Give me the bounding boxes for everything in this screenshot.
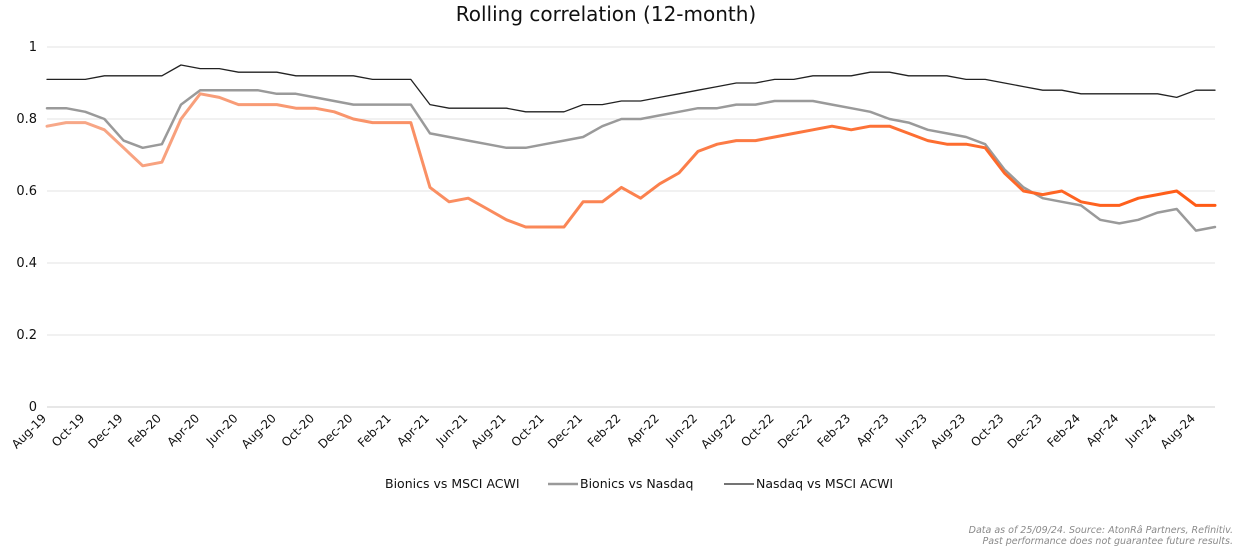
x-tick-label: Feb-23 (815, 411, 854, 450)
y-tick-label: 1 (29, 40, 37, 55)
x-tick-label: Apr-23 (854, 411, 892, 449)
source-line: Data as of 25/09/24. Source: AtonRâ Part… (968, 525, 1233, 536)
disclaimer-line: Past performance does not guarantee futu… (982, 536, 1234, 547)
x-tick-label: Jun-21 (433, 411, 471, 449)
x-tick-label: Dec-23 (1005, 411, 1045, 451)
y-tick-label: 0.4 (16, 256, 37, 271)
x-tick-label: Apr-20 (164, 411, 202, 449)
x-tick-label: Feb-22 (585, 411, 624, 450)
x-tick-label: Apr-21 (394, 411, 432, 449)
y-tick-label: 0 (29, 400, 37, 415)
x-tick-label: Aug-22 (698, 411, 738, 451)
x-tick-label: Oct-19 (49, 411, 87, 449)
x-tick-label: Dec-22 (775, 411, 815, 451)
x-tick-label: Jun-23 (892, 411, 930, 449)
legend-label: Nasdaq vs MSCI ACWI (756, 476, 893, 491)
x-tick-label: Apr-24 (1083, 411, 1121, 449)
y-tick-label: 0.8 (16, 112, 37, 127)
x-tick-label: Jun-20 (203, 411, 241, 449)
x-tick-label: Oct-23 (968, 411, 1006, 449)
x-tick-label: Oct-20 (279, 411, 317, 449)
x-tick-label: Aug-19 (9, 411, 49, 451)
x-tick-label: Dec-21 (545, 411, 585, 451)
series-line-bionics-vs-msci-acwi (45, 92, 1217, 229)
x-tick-label: Aug-24 (1158, 411, 1198, 451)
x-tick-label: Apr-22 (624, 411, 662, 449)
legend-label: Bionics vs MSCI ACWI (385, 476, 520, 491)
x-tick-label: Oct-21 (509, 411, 547, 449)
x-tick-label: Oct-22 (738, 411, 776, 449)
series-line-bionics-vs-nasdaq (45, 88, 1217, 232)
y-axis-ticks: 0 0.2 0.4 0.6 0.8 1 (16, 40, 37, 415)
x-tick-label: Aug-21 (468, 411, 508, 451)
x-tick-label: Aug-23 (928, 411, 968, 451)
series-lines (45, 64, 1217, 232)
x-tick-label: Dec-20 (315, 411, 355, 451)
y-tick-label: 0.2 (16, 328, 37, 343)
x-tick-label: Feb-21 (355, 411, 394, 450)
x-tick-label: Jun-22 (662, 411, 700, 449)
x-tick-label: Feb-20 (125, 411, 164, 450)
legend-label: Bionics vs Nasdaq (580, 476, 693, 491)
x-tick-label: Dec-19 (86, 411, 126, 451)
y-tick-label: 0.6 (16, 184, 37, 199)
chart-title: Rolling correlation (12-month) (456, 2, 757, 26)
x-tick-label: Aug-20 (239, 411, 279, 451)
x-tick-label: Feb-24 (1044, 411, 1083, 450)
legend: Bionics vs MSCI ACWI Bionics vs Nasdaq Nas… (353, 476, 893, 491)
x-tick-label: Jun-24 (1122, 411, 1160, 449)
source-note: Data as of 25/09/24. Source: AtonRâ Part… (969, 525, 1233, 547)
series-line-nasdaq-vs-msci-acwi (46, 64, 1216, 113)
